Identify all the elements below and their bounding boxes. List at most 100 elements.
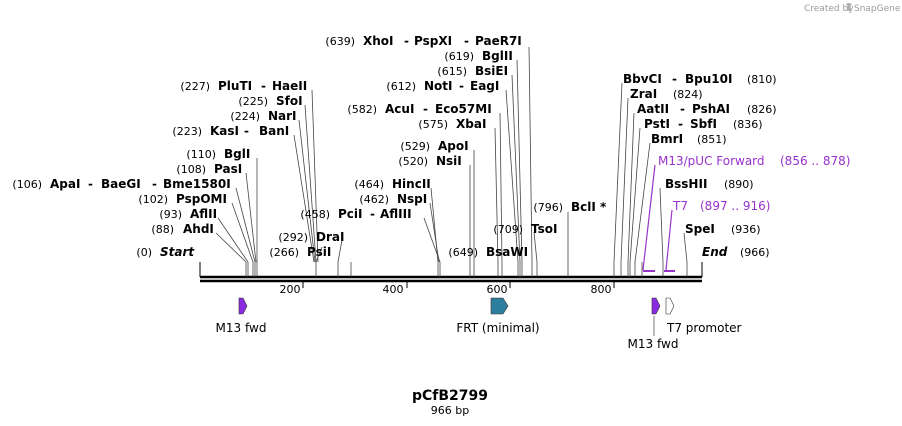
site-name: BsaWI	[486, 245, 528, 259]
feature-arrow	[238, 297, 248, 315]
site-position: (520)	[398, 155, 428, 168]
site-start[interactable]: (0) Start	[136, 245, 195, 259]
site-alt-name: PspXI	[414, 34, 452, 48]
site-noti[interactable]: (612) NotI - EagI	[386, 79, 499, 93]
site-spei[interactable]: SpeI (936)	[685, 222, 761, 236]
tick-label: 800	[591, 283, 612, 296]
site-bsiei[interactable]: (615) BsiEI	[437, 64, 508, 78]
site-tsoi[interactable]: (709) TsoI	[493, 222, 557, 236]
site-kasi[interactable]: (223) KasI - BanI	[172, 124, 289, 138]
site-separator: -	[244, 124, 249, 138]
site-psii[interactable]: (266) PsiI	[269, 245, 331, 259]
site-bsshii[interactable]: BssHII (890)	[665, 177, 754, 191]
site-zrai[interactable]: ZraI (824)	[630, 87, 703, 101]
site-position: (88)	[151, 223, 174, 236]
feature-frt-minimal[interactable]: FRT (minimal)	[456, 297, 540, 335]
site-bsawi[interactable]: (649) BsaWI	[448, 245, 528, 259]
site-drai[interactable]: (292) DraI	[278, 230, 344, 244]
site-alt-name: BaeGI	[101, 177, 141, 191]
site-alt-name: Bme1580I	[163, 177, 231, 191]
site-name: PasI	[214, 162, 242, 176]
site-separator: -	[152, 177, 157, 191]
site-position: (796)	[533, 201, 563, 214]
site-position: (619)	[444, 50, 474, 63]
site-position: (225)	[238, 95, 268, 108]
feature-m13-fwd-left[interactable]: M13 fwd	[216, 297, 267, 335]
primer-name: M13/pUC Forward	[658, 154, 765, 168]
site-position: (824)	[673, 88, 703, 101]
site-position: (462)	[359, 193, 389, 206]
feature-arrow	[665, 297, 675, 315]
site-pcii[interactable]: (458) PciI - AflIII	[300, 207, 411, 221]
site-position: (108)	[176, 163, 206, 176]
site-xhoi[interactable]: (639) XhoI - PspXI - PaeR7I	[325, 34, 521, 48]
site-name: ApoI	[438, 139, 469, 153]
plasmid-size: 966 bp	[431, 404, 469, 417]
site-bglii[interactable]: (619) BglII	[444, 49, 512, 63]
site-position: (851)	[697, 133, 727, 146]
site-apoi[interactable]: (529) ApoI	[400, 139, 468, 153]
feature-arrow	[651, 297, 661, 315]
feature-t7-promoter[interactable]: T7 promoter	[665, 297, 742, 335]
feature-m13-fwd-right[interactable]: M13 fwd	[628, 297, 679, 351]
site-position: (936)	[731, 223, 761, 236]
site-psti[interactable]: PstI - SbfI (836)	[644, 117, 763, 131]
site-xbai[interactable]: (575) XbaI	[418, 117, 486, 131]
site-name: Start	[160, 245, 195, 259]
site-position: (458)	[300, 208, 330, 221]
site-name: End	[702, 245, 728, 259]
site-ticks	[245, 262, 688, 277]
plasmid-title: pCfB2799	[412, 388, 488, 404]
site-ahdi[interactable]: (88) AhdI	[151, 222, 213, 236]
site-bgli[interactable]: (110) BglI	[186, 147, 250, 161]
site-name: BssHII	[665, 177, 707, 191]
site-alt-name: BanI	[259, 124, 289, 138]
site-pasi[interactable]: (108) PasI	[176, 162, 242, 176]
site-pspomi[interactable]: (102) PspOMI	[138, 192, 227, 206]
site-acui[interactable]: (582) AcuI - Eco57MI	[347, 102, 491, 116]
site-apai[interactable]: (106) ApaI - BaeGI - Bme1580I	[12, 177, 230, 191]
site-aflii[interactable]: (93) AflII	[159, 207, 217, 221]
site-alt-name: PshAI	[692, 102, 730, 116]
site-position: (223)	[172, 125, 202, 138]
site-alt-name: EagI	[470, 79, 499, 93]
site-name: NarI	[268, 109, 297, 123]
primer-m13-puc-forward[interactable]: M13/pUC Forward (856 .. 878)	[658, 154, 850, 168]
site-name: BglI	[224, 147, 250, 161]
site-bbvci[interactable]: BbvCI - Bpu10I (810)	[623, 72, 777, 86]
site-leaders	[215, 46, 688, 263]
site-name: AhdI	[183, 222, 214, 236]
site-pluti[interactable]: (227) PluTI - HaeII	[180, 79, 307, 93]
site-separator: -	[88, 177, 93, 191]
site-name: BsiEI	[475, 64, 508, 78]
site-nspi[interactable]: (462) NspI	[359, 192, 427, 206]
site-aatii[interactable]: AatII - PshAI (826)	[637, 102, 777, 116]
feature-label: T7 promoter	[666, 321, 742, 335]
t7-primer-leader	[665, 209, 673, 271]
site-name: NspI	[397, 192, 427, 206]
site-hincii[interactable]: (464) HincII	[354, 177, 430, 191]
primer-t7[interactable]: T7 (897 .. 916)	[672, 199, 770, 213]
credit-brand: SnapGene	[854, 4, 901, 14]
site-position: (966)	[740, 246, 770, 259]
tick-label: 400	[383, 283, 404, 296]
site-alt-name: HaeII	[272, 79, 307, 93]
site-separator: -	[680, 102, 685, 116]
site-name: NotI	[424, 79, 453, 93]
site-sfoi[interactable]: (225) SfoI	[238, 94, 302, 108]
site-name: BglII	[482, 49, 513, 63]
feature-label: M13 fwd	[216, 321, 267, 335]
site-name: ZraI	[630, 87, 657, 101]
site-end[interactable]: End (966)	[702, 245, 770, 259]
site-bcli[interactable]: (796) BclI *	[533, 200, 607, 214]
site-alt-name: Bpu10I	[685, 72, 732, 86]
site-nsii[interactable]: (520) NsiI	[398, 154, 461, 168]
snapgene-credit[interactable]: Created by SnapGene	[804, 3, 901, 14]
site-alt-name: AflIII	[380, 207, 412, 221]
site-name: NsiI	[436, 154, 462, 168]
site-bmri[interactable]: BmrI (851)	[651, 132, 727, 146]
site-nari[interactable]: (224) NarI	[230, 109, 296, 123]
dna-backbone	[199, 262, 703, 283]
site-separator: -	[370, 207, 375, 221]
